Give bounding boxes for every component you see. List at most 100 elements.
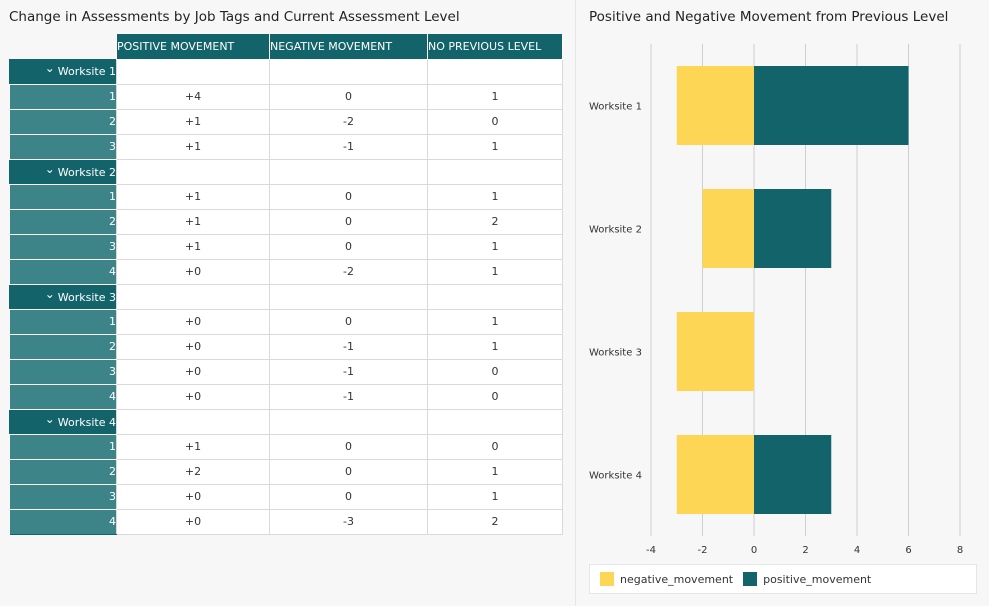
- cell-negative: -2: [269, 108, 428, 135]
- cell-no-previous: 1: [427, 308, 563, 335]
- table-row: 3 +1 -1 1: [9, 133, 563, 160]
- group-row: ⌄ Worksite 4: [9, 408, 563, 435]
- table-row: 2 +2 0 1: [9, 458, 563, 485]
- level-label: 4: [9, 259, 117, 285]
- cell-negative: 0: [269, 233, 428, 260]
- legend-label-positive[interactable]: positive_movement: [763, 572, 872, 586]
- y-category-label: Worksite 2: [589, 225, 642, 236]
- cell-no-previous: 1: [427, 258, 563, 285]
- cell-positive: +1: [116, 208, 270, 235]
- group-empty-cell: [269, 158, 428, 185]
- cell-positive: +4: [116, 83, 270, 110]
- cell-positive: +0: [116, 308, 270, 335]
- column-header-positive[interactable]: POSITIVE MOVEMENT: [116, 34, 270, 60]
- group-empty-cell: [116, 158, 270, 185]
- level-label: 1: [9, 184, 117, 210]
- cell-no-previous: 2: [427, 208, 563, 235]
- chevron-down-icon[interactable]: ⌄: [44, 161, 55, 176]
- level-label: 3: [9, 359, 117, 385]
- cell-positive: +1: [116, 183, 270, 210]
- column-header-no-previous[interactable]: NO PREVIOUS LEVEL: [427, 34, 563, 60]
- cell-negative: 0: [269, 183, 428, 210]
- group-label: Worksite 3: [57, 290, 116, 304]
- cell-positive: +0: [116, 258, 270, 285]
- group-empty-cell: [116, 58, 270, 85]
- cell-no-previous: 1: [427, 183, 563, 210]
- group-row: ⌄ Worksite 1: [9, 58, 563, 85]
- cell-no-previous: 1: [427, 133, 563, 160]
- cell-positive: +0: [116, 508, 270, 535]
- x-tick-label: -2: [698, 545, 708, 556]
- legend-label-negative[interactable]: negative_movement: [620, 572, 734, 586]
- cell-no-previous: 1: [427, 458, 563, 485]
- cell-no-previous: 1: [427, 83, 563, 110]
- legend-swatch-positive: [743, 572, 758, 586]
- level-label: 1: [9, 84, 117, 110]
- group-empty-cell: [427, 283, 563, 310]
- level-label: 2: [9, 209, 117, 235]
- cell-positive: +0: [116, 333, 270, 360]
- table-row: 1 +1 0 0: [9, 433, 563, 460]
- level-label: 3: [9, 484, 117, 510]
- level-label: 2: [9, 334, 117, 360]
- x-tick-label: 6: [905, 545, 911, 556]
- cell-positive: +0: [116, 483, 270, 510]
- cell-positive: +1: [116, 133, 270, 160]
- x-tick-label: -4: [646, 545, 656, 556]
- table-row: 4 +0 -2 1: [9, 258, 563, 285]
- cell-no-previous: 0: [427, 108, 563, 135]
- cell-negative: -1: [269, 358, 428, 385]
- table-row: 1 +1 0 1: [9, 183, 563, 210]
- cell-negative: 0: [269, 83, 428, 110]
- group-empty-cell: [427, 158, 563, 185]
- x-tick-label: 0: [751, 545, 757, 556]
- table-row: 2 +1 0 2: [9, 208, 563, 235]
- bar-positive-movement: [754, 435, 832, 514]
- cell-no-previous: 2: [427, 508, 563, 535]
- group-empty-cell: [116, 408, 270, 435]
- cell-negative: 0: [269, 433, 428, 460]
- chevron-down-icon[interactable]: ⌄: [44, 411, 55, 426]
- group-label: Worksite 4: [57, 415, 116, 429]
- group-empty-cell: [427, 408, 563, 435]
- level-label: 4: [9, 384, 117, 410]
- group-empty-cell: [427, 58, 563, 85]
- table-row: 3 +0 0 1: [9, 483, 563, 510]
- chevron-down-icon[interactable]: ⌄: [44, 61, 55, 76]
- cell-positive: +2: [116, 458, 270, 485]
- group-header-worksite[interactable]: ⌄ Worksite 4: [9, 409, 117, 435]
- cell-negative: -2: [269, 258, 428, 285]
- cell-negative: 0: [269, 458, 428, 485]
- bar-negative-movement: [702, 189, 754, 268]
- cell-no-previous: 1: [427, 483, 563, 510]
- group-empty-cell: [269, 283, 428, 310]
- level-label: 2: [9, 459, 117, 485]
- chevron-down-icon[interactable]: ⌄: [44, 286, 55, 301]
- table-row: 4 +0 -1 0: [9, 383, 563, 410]
- x-tick-label: 4: [854, 545, 860, 556]
- cell-negative: -1: [269, 133, 428, 160]
- level-label: 4: [9, 509, 117, 535]
- level-label: 2: [9, 109, 117, 135]
- table-row: 1 +4 0 1: [9, 83, 563, 110]
- table-corner: [10, 34, 117, 59]
- cell-no-previous: 1: [427, 333, 563, 360]
- table-row: 4 +0 -3 2: [9, 508, 563, 535]
- table-row: 2 +0 -1 1: [9, 333, 563, 360]
- legend-swatch-negative: [600, 572, 614, 586]
- chart-title: Positive and Negative Movement from Prev…: [589, 9, 949, 25]
- table-row: 1 +0 0 1: [9, 308, 563, 335]
- cell-negative: -3: [269, 508, 428, 535]
- cell-positive: +1: [116, 233, 270, 260]
- level-label: 3: [9, 134, 117, 160]
- group-header-worksite[interactable]: ⌄ Worksite 3: [9, 284, 117, 310]
- level-label: 1: [9, 309, 117, 335]
- table-row: 3 +0 -1 0: [9, 358, 563, 385]
- table-row: 2 +1 -2 0: [9, 108, 563, 135]
- group-header-worksite[interactable]: ⌄ Worksite 1: [9, 59, 117, 85]
- column-header-negative[interactable]: NEGATIVE MOVEMENT: [269, 34, 428, 60]
- table-panel: Change in Assessments by Job Tags and Cu…: [9, 9, 563, 535]
- group-header-worksite[interactable]: ⌄ Worksite 2: [9, 159, 117, 185]
- level-label: 1: [9, 434, 117, 460]
